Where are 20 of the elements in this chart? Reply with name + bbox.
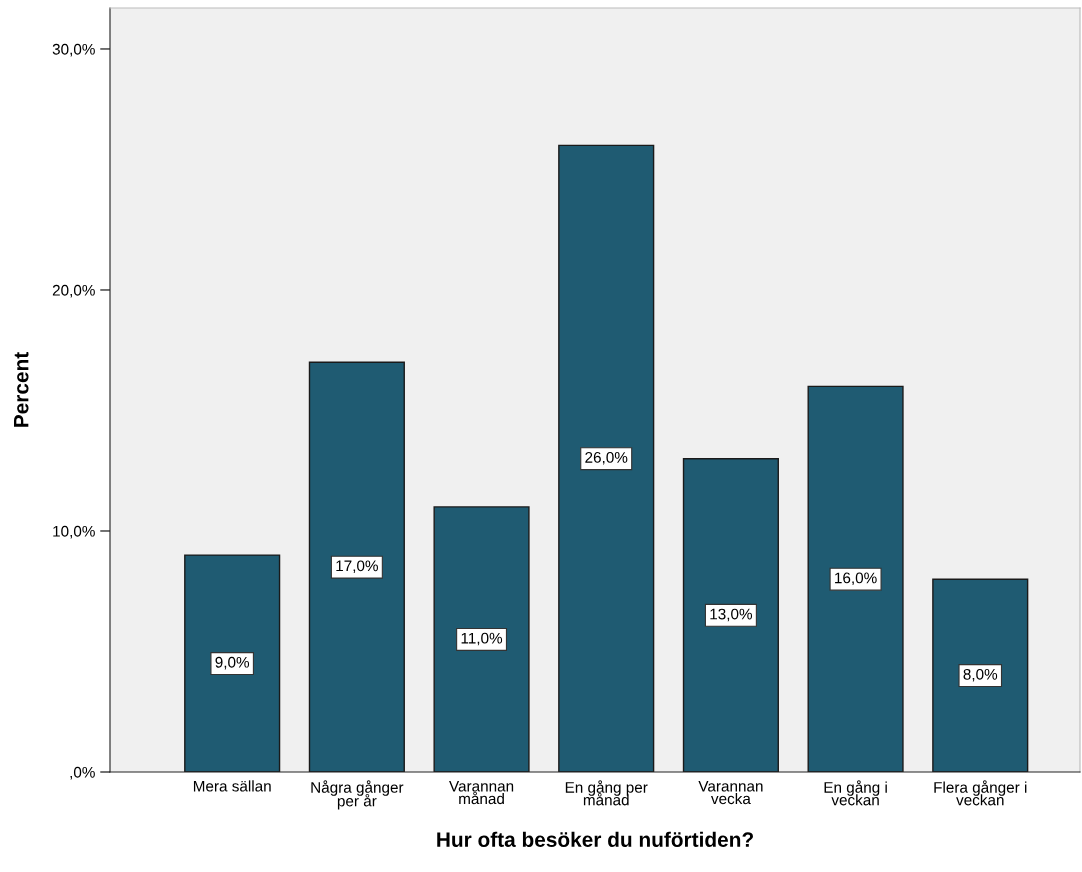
data-label: 11,0%	[461, 632, 503, 646]
data-label: 16,0%	[835, 572, 877, 586]
x-tick-label: Några gånger per år	[311, 780, 404, 810]
x-tick-label: Flera gånger i veckan	[934, 780, 1027, 806]
x-tick-label: Varannan månad	[449, 780, 514, 805]
data-label: 17,0%	[336, 560, 378, 574]
data-label: 26,0%	[585, 451, 628, 465]
y-tick-label: 10,0%	[53, 525, 95, 539]
x-tick-label: Mera sällan	[193, 780, 271, 792]
x-tick-label: En gång per månad	[565, 780, 648, 806]
data-label: 8,0%	[963, 668, 998, 682]
y-tick-label: ,0%	[70, 766, 95, 780]
x-tick-label: Varannan vecka	[698, 780, 763, 805]
x-axis-title: Hur ofta besöker du nuförtiden?	[437, 831, 753, 847]
data-label: 13,0%	[710, 608, 753, 622]
data-label: 9,0%	[215, 656, 250, 670]
y-tick-label: 20,0%	[52, 284, 95, 298]
y-tick-label: 30,0%	[52, 43, 95, 57]
x-tick-label: En gång i veckan	[824, 780, 887, 806]
y-axis-title: Percent	[14, 352, 29, 427]
